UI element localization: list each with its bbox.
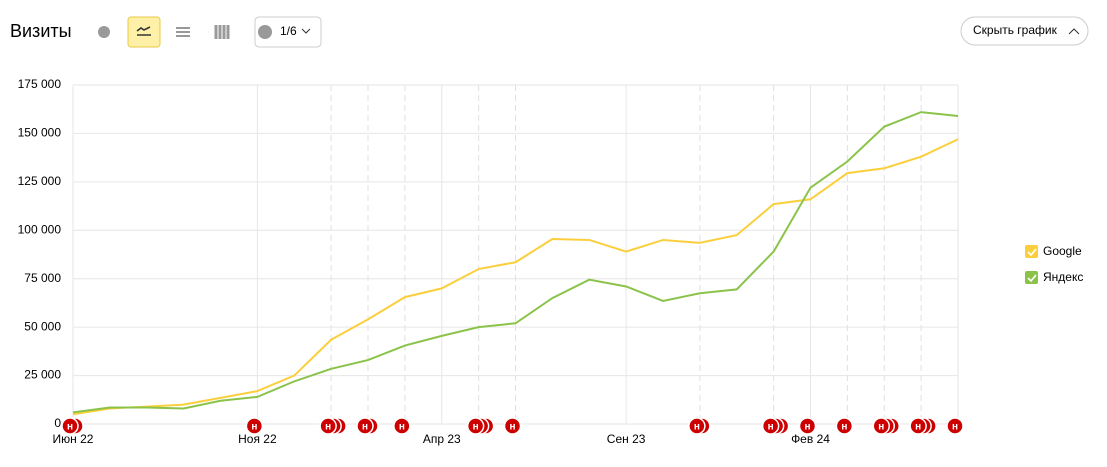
- legend-check: [1027, 274, 1037, 283]
- annotation: н: [319, 417, 347, 435]
- annotation-label: н: [841, 422, 847, 433]
- annotation-marker: [835, 417, 854, 435]
- annotation: н: [245, 417, 264, 435]
- line-icon-active[interactable]: [127, 16, 161, 48]
- comments-label: 1/6: [280, 24, 297, 38]
- annotation-label: н: [362, 422, 368, 433]
- annotation-marker: [393, 417, 411, 435]
- annotation-marker: [466, 417, 485, 435]
- annotation-label: н: [399, 422, 405, 433]
- title: Визиты: [10, 21, 72, 41]
- annotation-marker: [909, 417, 927, 435]
- annotation-label: н: [694, 422, 700, 433]
- series-line: [72, 138, 959, 416]
- annotation-label: н: [768, 422, 774, 433]
- annotation: н: [835, 417, 854, 435]
- y-tick-label: 50 000: [24, 319, 61, 333]
- annotation: н: [688, 417, 711, 435]
- annotation-label: н: [915, 422, 921, 433]
- annotation: н: [466, 417, 495, 435]
- pie-icon[interactable]: [98, 26, 110, 38]
- y-tick-label: 100 000: [18, 222, 62, 236]
- y-tick-label: 125 000: [18, 174, 62, 188]
- legend-swatch[interactable]: [1025, 271, 1038, 284]
- x-tick-label: Фев 24: [791, 432, 830, 446]
- x-tick-label: Сен 23: [607, 432, 646, 446]
- annotation-marker: [503, 417, 522, 435]
- y-tick-label: 150 000: [18, 126, 62, 140]
- annotation-label: н: [878, 422, 884, 433]
- annotation-marker: [319, 417, 337, 435]
- annotation-marker: [761, 417, 780, 435]
- y-tick-label: 0: [54, 416, 61, 430]
- annotation: н: [909, 417, 937, 435]
- annotation: н: [393, 417, 411, 435]
- annotation-marker: [946, 417, 964, 435]
- bar-icon[interactable]: [214, 25, 230, 39]
- x-tick-label: Июн 22: [53, 432, 94, 446]
- hide-chart-button[interactable]: [960, 16, 1089, 46]
- x-tick-label: Апр 23: [423, 432, 461, 446]
- y-tick-label: 175 000: [18, 77, 62, 91]
- annotation-label: н: [325, 422, 331, 433]
- legend-swatch[interactable]: [1025, 245, 1038, 258]
- annotation-marker: [61, 417, 79, 435]
- series-line: [72, 111, 959, 414]
- hide-chart-label: Скрыть график: [973, 23, 1058, 37]
- annotation-marker: [872, 417, 890, 435]
- annotation: н: [503, 417, 522, 435]
- comment-icon: [258, 25, 272, 39]
- annotation: н: [798, 417, 817, 435]
- annotation-label: н: [251, 422, 257, 433]
- annotation-marker: [245, 417, 264, 435]
- legend-check: [1027, 248, 1037, 257]
- annotation: н: [761, 417, 790, 435]
- legend-label: Яндекс: [1043, 270, 1083, 284]
- legend-label: Google: [1043, 244, 1082, 258]
- annotation-label: н: [67, 422, 73, 433]
- annotation-marker: [356, 417, 374, 435]
- annotation: н: [872, 417, 900, 435]
- area-icon[interactable]: [176, 27, 190, 37]
- annotation-marker: [688, 417, 706, 435]
- annotation: н: [61, 417, 84, 435]
- annotation-label: н: [804, 422, 810, 433]
- view-icons[interactable]: [98, 16, 230, 48]
- x-tick-label: Ноя 22: [238, 432, 277, 446]
- annotation-label: н: [952, 422, 958, 433]
- y-tick-label: 25 000: [24, 368, 61, 382]
- annotation-label: н: [509, 422, 515, 433]
- annotation: н: [356, 417, 379, 435]
- annotation-marker: [798, 417, 817, 435]
- annotation-label: н: [473, 422, 479, 433]
- comments-button[interactable]: [254, 16, 322, 48]
- y-tick-label: 75 000: [24, 271, 61, 285]
- annotation: н: [946, 417, 964, 435]
